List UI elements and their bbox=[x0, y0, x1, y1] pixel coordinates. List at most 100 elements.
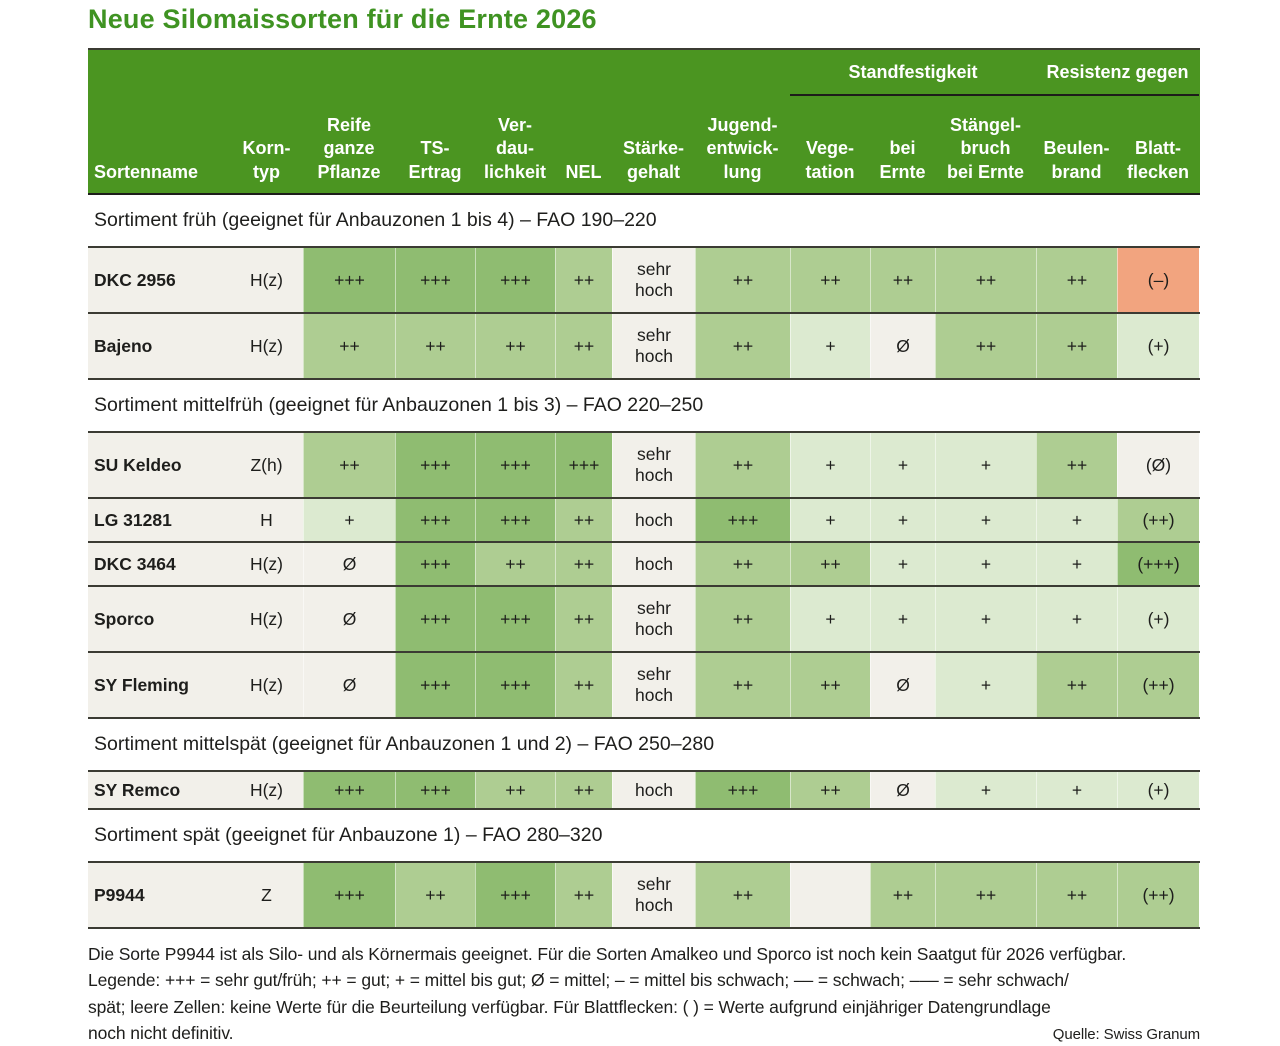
cell-sortenname: SY Remco bbox=[88, 772, 230, 808]
cell-blattflecken: (++) bbox=[1117, 863, 1199, 927]
cell-korntyp: H(z) bbox=[230, 772, 303, 808]
column-header-staerkegehalt: Stärke- gehalt bbox=[612, 96, 695, 193]
cell-sortenname: Bajeno bbox=[88, 314, 230, 378]
column-header-sortenname: Sortenname bbox=[88, 96, 230, 193]
cell-verdaulichkeit: ++ bbox=[475, 543, 555, 585]
group-header-resistenz: Resistenz gegen bbox=[1036, 50, 1199, 96]
cell-sortenname: DKC 2956 bbox=[88, 248, 230, 312]
cell-reife: ++ bbox=[303, 314, 395, 378]
cell-staerkegehalt: sehr hoch bbox=[612, 314, 695, 378]
column-header-nel: NEL bbox=[555, 96, 612, 193]
column-header-bei-ernte: bei Ernte bbox=[870, 96, 935, 193]
cell-jugendentwicklung: ++ bbox=[695, 314, 790, 378]
cell-staerkegehalt: hoch bbox=[612, 543, 695, 585]
cell-sortenname: P9944 bbox=[88, 863, 230, 927]
cell-staerkegehalt: hoch bbox=[612, 772, 695, 808]
cell-beulenbrand: + bbox=[1036, 587, 1117, 651]
column-header-beulenbrand: Beulen- brand bbox=[1036, 96, 1117, 193]
cell-bei-ernte: ++ bbox=[870, 863, 935, 927]
cell-korntyp: H(z) bbox=[230, 587, 303, 651]
cell-jugendentwicklung: +++ bbox=[695, 772, 790, 808]
cell-staerkegehalt: sehr hoch bbox=[612, 863, 695, 927]
cell-staerkegehalt: sehr hoch bbox=[612, 587, 695, 651]
column-header-staengelbruch: Stängel- bruch bei Ernte bbox=[935, 96, 1036, 193]
cell-beulenbrand: ++ bbox=[1036, 433, 1117, 497]
cell-korntyp: Z bbox=[230, 863, 303, 927]
cell-bei-ernte: Ø bbox=[870, 653, 935, 717]
footer-row: noch nicht definitiv. Quelle: Swiss Gran… bbox=[88, 1020, 1200, 1046]
cell-reife: Ø bbox=[303, 543, 395, 585]
cell-bei-ernte: Ø bbox=[870, 772, 935, 808]
cell-blattflecken: (–) bbox=[1117, 248, 1199, 312]
cell-ts-ertrag: +++ bbox=[395, 587, 475, 651]
cell-sortenname: Sporco bbox=[88, 587, 230, 651]
section-heading: Sortiment mittelfrüh (geeignet für Anbau… bbox=[88, 380, 1200, 431]
cell-staerkegehalt: sehr hoch bbox=[612, 433, 695, 497]
table-header: Standfestigkeit Resistenz gegen Sortenna… bbox=[88, 48, 1200, 195]
table-body: Sortiment früh (geeignet für Anbauzonen … bbox=[88, 195, 1200, 929]
cell-jugendentwicklung: ++ bbox=[695, 587, 790, 651]
table-section: Sortiment mittelfrüh (geeignet für Anbau… bbox=[88, 380, 1200, 719]
group-header-standfestigkeit: Standfestigkeit bbox=[790, 50, 1036, 96]
cell-vegetation: ++ bbox=[790, 772, 870, 808]
cell-nel: ++ bbox=[555, 863, 612, 927]
cell-nel: ++ bbox=[555, 314, 612, 378]
cell-staengelbruch: + bbox=[935, 433, 1036, 497]
source-credit: Quelle: Swiss Granum bbox=[1053, 1024, 1200, 1046]
cell-staengelbruch: ++ bbox=[935, 314, 1036, 378]
section-heading: Sortiment mittelspät (geeignet für Anbau… bbox=[88, 719, 1200, 770]
cell-ts-ertrag: +++ bbox=[395, 653, 475, 717]
cell-blattflecken: (++) bbox=[1117, 499, 1199, 541]
cell-ts-ertrag: +++ bbox=[395, 499, 475, 541]
cell-vegetation: + bbox=[790, 433, 870, 497]
cell-ts-ertrag: ++ bbox=[395, 863, 475, 927]
cell-vegetation: ++ bbox=[790, 543, 870, 585]
table-section: Sortiment früh (geeignet für Anbauzonen … bbox=[88, 195, 1200, 380]
cell-vegetation: + bbox=[790, 314, 870, 378]
column-header-blattflecken: Blatt- flecken bbox=[1117, 96, 1199, 193]
cell-vegetation: ++ bbox=[790, 653, 870, 717]
cell-verdaulichkeit: +++ bbox=[475, 433, 555, 497]
cell-blattflecken: (++) bbox=[1117, 653, 1199, 717]
cell-jugendentwicklung: ++ bbox=[695, 248, 790, 312]
cell-sortenname: DKC 3464 bbox=[88, 543, 230, 585]
cell-staengelbruch: + bbox=[935, 772, 1036, 808]
cell-staerkegehalt: sehr hoch bbox=[612, 248, 695, 312]
infographic-sheet: Neue Silomaissorten für die Ernte 2026 S… bbox=[88, 4, 1200, 1046]
cell-verdaulichkeit: +++ bbox=[475, 587, 555, 651]
cell-beulenbrand: + bbox=[1036, 772, 1117, 808]
cell-staengelbruch: + bbox=[935, 543, 1036, 585]
cell-korntyp: Z(h) bbox=[230, 433, 303, 497]
cell-sortenname: SY Fleming bbox=[88, 653, 230, 717]
cell-ts-ertrag: +++ bbox=[395, 433, 475, 497]
cell-verdaulichkeit: ++ bbox=[475, 772, 555, 808]
cell-reife: +++ bbox=[303, 248, 395, 312]
cell-ts-ertrag: ++ bbox=[395, 314, 475, 378]
cell-verdaulichkeit: ++ bbox=[475, 314, 555, 378]
cell-blattflecken: (+) bbox=[1117, 772, 1199, 808]
cell-blattflecken: (+++) bbox=[1117, 543, 1199, 585]
cell-sortenname: SU Keldeo bbox=[88, 433, 230, 497]
cell-staerkegehalt: hoch bbox=[612, 499, 695, 541]
column-header-ts-ertrag: TS- Ertrag bbox=[395, 96, 475, 193]
cell-reife: + bbox=[303, 499, 395, 541]
cell-beulenbrand: + bbox=[1036, 499, 1117, 541]
cell-verdaulichkeit: +++ bbox=[475, 863, 555, 927]
cell-nel: ++ bbox=[555, 587, 612, 651]
cell-jugendentwicklung: +++ bbox=[695, 499, 790, 541]
cell-korntyp: H bbox=[230, 499, 303, 541]
cell-vegetation: + bbox=[790, 499, 870, 541]
group-header-row: Standfestigkeit Resistenz gegen bbox=[88, 50, 1200, 96]
cell-verdaulichkeit: +++ bbox=[475, 248, 555, 312]
cell-jugendentwicklung: ++ bbox=[695, 433, 790, 497]
cell-korntyp: H(z) bbox=[230, 248, 303, 312]
cell-korntyp: H(z) bbox=[230, 314, 303, 378]
